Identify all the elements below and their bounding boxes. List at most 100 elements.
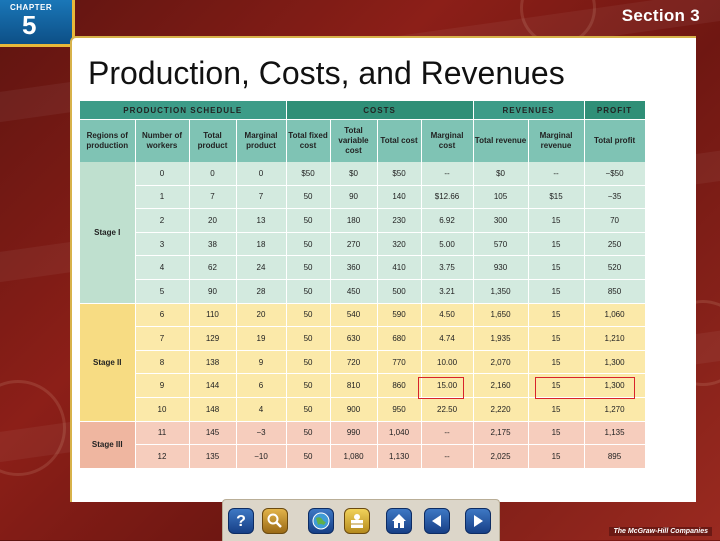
table-cell: 810 bbox=[330, 373, 378, 398]
previous-button[interactable] bbox=[424, 508, 450, 534]
table-cell: 129 bbox=[189, 326, 237, 351]
table-cell: $0 bbox=[473, 162, 529, 186]
table-cell: 4.74 bbox=[421, 326, 474, 351]
table-row: Stage II 6 110 20 50 540 590 4.50 1,650 15 1,060 bbox=[80, 303, 646, 422]
table-row: 10 148 4 50 900 950 22.50 2,220 15 1,270 bbox=[80, 397, 646, 422]
table-cell: 10 bbox=[135, 397, 190, 422]
production-schedule-table: PRODUCTION SCHEDULE COSTS REVENUES PROFI… bbox=[80, 101, 646, 469]
group-header-profit: PROFIT bbox=[584, 101, 646, 120]
table-row: 1 7 7 50 90 140 $12.66 105 $15 −35 bbox=[80, 185, 646, 210]
table-cell: 50 bbox=[286, 303, 331, 328]
globe-button[interactable] bbox=[308, 508, 334, 534]
table-row: 2 20 13 50 180 230 6.92 300 15 70 bbox=[80, 208, 646, 233]
table-cell: 1 bbox=[135, 185, 190, 210]
table-row: 12 135 −10 50 1,080 1,130 -- 2,025 15 895 bbox=[80, 444, 646, 469]
table-cell: 11 bbox=[135, 421, 190, 446]
table-cell: 144 bbox=[189, 373, 237, 398]
col-header-total-fixed-cost: Total fixed cost bbox=[286, 119, 331, 162]
chapter-label: CHAPTER bbox=[10, 3, 53, 12]
group-header-revenues: REVENUES bbox=[473, 101, 585, 120]
table-cell: 50 bbox=[286, 255, 331, 280]
chapter-tab: CHAPTER 5 bbox=[0, 0, 75, 47]
table-cell: 6.92 bbox=[421, 208, 474, 233]
table-cell: −10 bbox=[236, 444, 287, 469]
chapter-number: 5 bbox=[22, 10, 37, 40]
table-cell: 6 bbox=[236, 373, 287, 398]
table-row: 3 38 18 50 270 320 5.00 570 15 250 bbox=[80, 232, 646, 257]
table-cell: 720 bbox=[330, 350, 378, 375]
table-cell: 9 bbox=[236, 350, 287, 375]
table-cell: 148 bbox=[189, 397, 237, 422]
table-cell: 895 bbox=[584, 444, 646, 469]
table-cell: 110 bbox=[189, 303, 237, 328]
table-cell: 950 bbox=[377, 397, 422, 422]
col-header-total-revenue: Total revenue bbox=[473, 119, 529, 162]
col-header-workers: Number of workers bbox=[135, 119, 190, 162]
table-cell: 2,220 bbox=[473, 397, 529, 422]
section-label: Section 3 bbox=[621, 6, 700, 25]
table-cell: $0 bbox=[330, 162, 378, 186]
table-cell: 770 bbox=[377, 350, 422, 375]
table-cell: −35 bbox=[584, 185, 646, 210]
table-cell: 22.50 bbox=[421, 397, 474, 422]
svg-text:?: ? bbox=[236, 513, 246, 530]
table-cell: 1,130 bbox=[377, 444, 422, 469]
table-cell: 50 bbox=[286, 350, 331, 375]
table-cell: 3.75 bbox=[421, 255, 474, 280]
table-cell: 50 bbox=[286, 232, 331, 257]
stage-label: Stage III bbox=[80, 421, 136, 469]
table-cell: 70 bbox=[584, 208, 646, 233]
table-cell: 19 bbox=[236, 326, 287, 351]
table-cell: 500 bbox=[377, 279, 422, 304]
table-cell: −$50 bbox=[584, 162, 646, 186]
table-cell: 50 bbox=[286, 326, 331, 351]
table-cell: 1,210 bbox=[584, 326, 646, 351]
table-cell: 4 bbox=[135, 255, 190, 280]
search-tools-button[interactable] bbox=[262, 508, 288, 534]
table-row: Stage III 11 145 −3 50 990 1,040 -- 2,175 15 1,135 bbox=[80, 421, 646, 469]
table-cell: 15 bbox=[528, 208, 585, 233]
table-cell: 4.50 bbox=[421, 303, 474, 328]
table-cell: -- bbox=[421, 421, 474, 446]
table-row: 4 62 24 50 360 410 3.75 930 15 520 bbox=[80, 255, 646, 280]
table-cell: 3.21 bbox=[421, 279, 474, 304]
search-tools-icon bbox=[267, 513, 282, 528]
table-cell: 2,160 bbox=[473, 373, 529, 398]
table-cell: 930 bbox=[473, 255, 529, 280]
table-cell: 50 bbox=[286, 397, 331, 422]
table-cell: 1,040 bbox=[377, 421, 422, 446]
table-cell: 138 bbox=[189, 350, 237, 375]
table-cell: 410 bbox=[377, 255, 422, 280]
help-button[interactable]: ? bbox=[228, 508, 254, 534]
next-button[interactable] bbox=[465, 508, 491, 534]
table-cell: 2,175 bbox=[473, 421, 529, 446]
table-row: 5 90 28 50 450 500 3.21 1,350 15 850 bbox=[80, 279, 646, 304]
table-cell: 680 bbox=[377, 326, 422, 351]
table-row: Stage I 0 0 0 $50 $0 $50 -- $0 -- −$50 bbox=[80, 162, 646, 304]
col-header-total-cost: Total cost bbox=[377, 119, 422, 162]
col-header-total-variable-cost: Total variable cost bbox=[330, 119, 378, 162]
publisher-logo: The McGraw-Hill Companies bbox=[609, 527, 712, 536]
table-row: 8 138 9 50 720 770 10.00 2,070 15 1,300 bbox=[80, 350, 646, 375]
table-cell: 24 bbox=[236, 255, 287, 280]
table-cell: 15 bbox=[528, 255, 585, 280]
table-cell: 8 bbox=[135, 350, 190, 375]
table-cell: 0 bbox=[189, 162, 237, 186]
table-cell: 50 bbox=[286, 444, 331, 469]
reference-button[interactable] bbox=[344, 508, 370, 534]
table-cell: 2,025 bbox=[473, 444, 529, 469]
table-cell: 15 bbox=[528, 421, 585, 446]
table-cell: 1,935 bbox=[473, 326, 529, 351]
table-cell: 1,135 bbox=[584, 421, 646, 446]
next-icon bbox=[474, 515, 483, 527]
table-row: 9 144 6 50 810 860 15.00 2,160 15 1,300 bbox=[80, 373, 646, 398]
table-cell: 15 bbox=[528, 232, 585, 257]
table-cell: 15 bbox=[528, 350, 585, 375]
home-button[interactable] bbox=[386, 508, 412, 534]
table-cell: 1,650 bbox=[473, 303, 529, 328]
globe-icon bbox=[312, 512, 330, 530]
col-header-total-product: Total product bbox=[189, 119, 237, 162]
table-cell: 5.00 bbox=[421, 232, 474, 257]
table-cell: 1,350 bbox=[473, 279, 529, 304]
table-cell: 7 bbox=[236, 185, 287, 210]
